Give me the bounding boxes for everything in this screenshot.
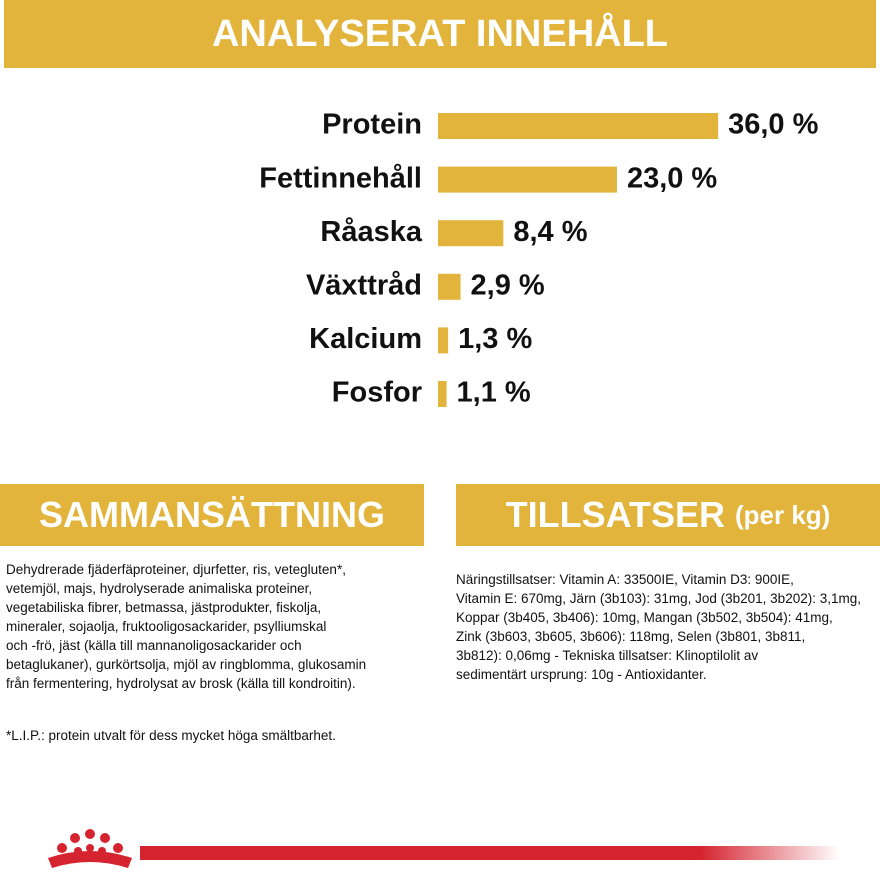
text-line: sedimentärt ursprung: 10g - Antioxidante… — [456, 667, 707, 682]
brand-footer — [48, 829, 840, 868]
text-line: och -frö, jäst (källa till mannanoligosa… — [6, 638, 302, 653]
value-label: 1,1 % — [457, 377, 531, 409]
additives-title-suffix: (per kg) — [735, 499, 831, 530]
text-line: Koppar (3b405, 3b406): 10mg, Mangan (3b5… — [456, 610, 833, 625]
category-label: Fettinnehåll — [259, 162, 422, 194]
text-line: betaglukaner), gurkörtsolja, mjöl av rin… — [6, 657, 367, 672]
composition-banner: SAMMANSÄTTNING — [0, 484, 424, 546]
footnote: *L.I.P.: protein utvalt för dess mycket … — [6, 728, 336, 743]
text-line: mineraler, sojaolja, fruktooligosackarid… — [6, 619, 327, 634]
bar — [438, 273, 461, 300]
crown-logo — [48, 829, 132, 868]
text-line: Vitamin E: 670mg, Järn (3b103): 31mg, Jo… — [456, 591, 861, 606]
text-line: Näringstillsatser: Vitamin A: 33500IE, V… — [456, 572, 794, 587]
value-label: 23,0 % — [627, 162, 717, 194]
chart: Protein 36,0 % Fettinnehåll 23,0 % Råaska 8,4… — [259, 109, 818, 409]
text-line: Dehydrerade fjäderfäproteiner, djurfette… — [6, 562, 346, 577]
additives-banner: TILLSATSER (per kg) — [456, 484, 880, 546]
bar — [438, 220, 504, 247]
category-label: Fosfor — [332, 377, 422, 409]
category-label: Råaska — [320, 216, 422, 248]
bar — [438, 113, 719, 139]
value-label: 8,4 % — [513, 216, 587, 248]
header-title: ANALYSERAT INNEHÅLL — [211, 12, 669, 55]
composition-title: SAMMANSÄTTNING — [39, 494, 385, 535]
category-label: Kalcium — [309, 323, 422, 355]
brand-stripe — [140, 846, 840, 860]
header-banner: ANALYSERAT INNEHÅLL — [4, 0, 876, 68]
value-label: 36,0 % — [728, 109, 818, 141]
composition-text: Dehydrerade fjäderfäproteiner, djurfette… — [6, 560, 366, 693]
text-line: vetemjöl, majs, hydrolyserade animaliska… — [6, 581, 313, 596]
category-label: Växttråd — [306, 269, 422, 301]
bar — [438, 381, 447, 407]
text-line: 3b812): 0,06mg - Tekniska tillsatser: Kl… — [456, 648, 759, 663]
value-label: 2,9 % — [471, 269, 545, 301]
additives-text: Näringstillsatser: Vitamin A: 33500IE, V… — [456, 570, 861, 684]
additives-title: TILLSATSER — [505, 494, 725, 535]
text-line: Zink (3b603, 3b605, 3b606): 118mg, Selen… — [456, 629, 806, 644]
text-line: vegetabiliska fibrer, betmassa, jästprod… — [6, 600, 322, 615]
value-label: 1,3 % — [458, 323, 532, 355]
text-line: från fermentering, hydrolysat av brosk (… — [6, 676, 356, 691]
bar — [438, 166, 617, 193]
category-label: Protein — [322, 109, 422, 141]
bar — [438, 327, 449, 354]
